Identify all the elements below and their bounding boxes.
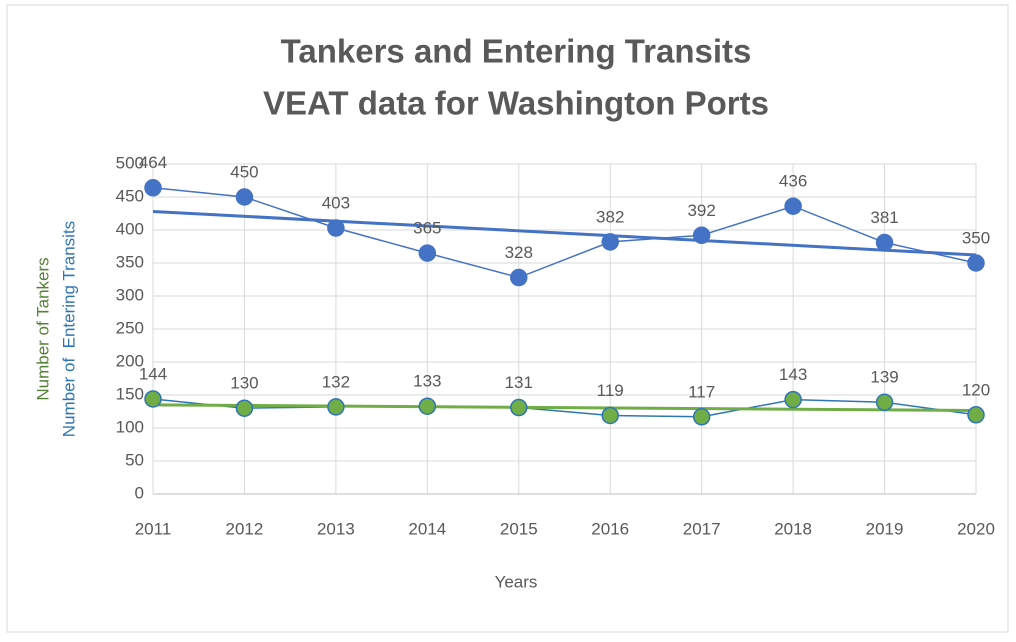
trendline (152, 209, 977, 257)
y-tick-label: 100 (116, 417, 144, 436)
data-label: 130 (230, 374, 258, 393)
x-tick-label: 2013 (317, 519, 355, 538)
chart-title: VEAT data for Washington Ports (263, 85, 769, 122)
data-label: 120 (962, 380, 990, 399)
y-tick-label: 150 (116, 384, 144, 403)
data-label: 328 (505, 243, 533, 262)
y-tick-label: 50 (125, 450, 144, 469)
y-tick-label: 450 (116, 186, 144, 205)
marker (510, 398, 528, 417)
marker (418, 397, 437, 415)
data-label: 139 (870, 368, 898, 387)
marker (144, 179, 162, 197)
series-line (152, 398, 977, 418)
data-label: 403 (322, 194, 350, 213)
chart-frame (6, 4, 1009, 633)
marker (418, 244, 437, 262)
x-tick-label: 2015 (500, 519, 538, 538)
data-label: 133 (413, 372, 441, 391)
data-label: 131 (505, 373, 533, 392)
marker (784, 390, 802, 409)
data-label: 117 (688, 382, 715, 401)
marker (235, 399, 254, 417)
marker (967, 254, 985, 272)
x-tick-label: 2018 (774, 519, 812, 538)
data-label: 436 (779, 172, 807, 191)
marker (327, 398, 345, 416)
series-line (152, 187, 977, 279)
data-label: 365 (413, 219, 441, 238)
y-axis-title: Number of Entering Transits (59, 221, 78, 437)
x-tick-label: 2020 (957, 519, 995, 538)
marker (784, 197, 802, 215)
marker (875, 233, 894, 252)
x-tick-label: 2012 (226, 519, 264, 538)
x-tick-label: 2016 (591, 519, 629, 538)
marker (601, 406, 619, 425)
marker (692, 226, 711, 245)
y-tick-label: 500 (116, 153, 144, 172)
data-label: 381 (870, 208, 898, 227)
data-label: 132 (322, 372, 350, 391)
y-tick-label: 200 (116, 351, 144, 370)
y-tick-label: 400 (116, 219, 144, 238)
marker (875, 393, 894, 412)
marker (235, 188, 254, 206)
y-tick-label: 300 (116, 285, 144, 304)
marker (601, 233, 619, 251)
x-tick-label: 2014 (408, 519, 446, 538)
chart-title: Tankers and Entering Transits (281, 33, 752, 70)
data-label: 143 (779, 365, 807, 384)
x-axis-title: Years (495, 572, 538, 591)
y-tick-label: 250 (116, 318, 144, 337)
x-tick-label: 2017 (683, 519, 721, 538)
marker (692, 408, 711, 426)
data-label: 144 (139, 364, 167, 383)
data-label: 350 (962, 228, 990, 247)
y-tick-label: 350 (116, 252, 144, 271)
marker (144, 390, 162, 408)
marker (327, 219, 345, 237)
data-label: 450 (230, 162, 258, 181)
data-label: 392 (687, 201, 715, 220)
y-tick-label: 0 (135, 483, 144, 502)
data-label: 382 (596, 207, 624, 226)
data-label: 464 (139, 153, 167, 172)
data-label: 119 (597, 381, 624, 400)
y-axis-title: Number of Tankers (33, 257, 52, 400)
marker (967, 406, 985, 424)
marker (510, 268, 528, 287)
x-tick-label: 2011 (135, 519, 172, 538)
trendline (152, 403, 977, 413)
x-tick-label: 2019 (866, 519, 904, 538)
